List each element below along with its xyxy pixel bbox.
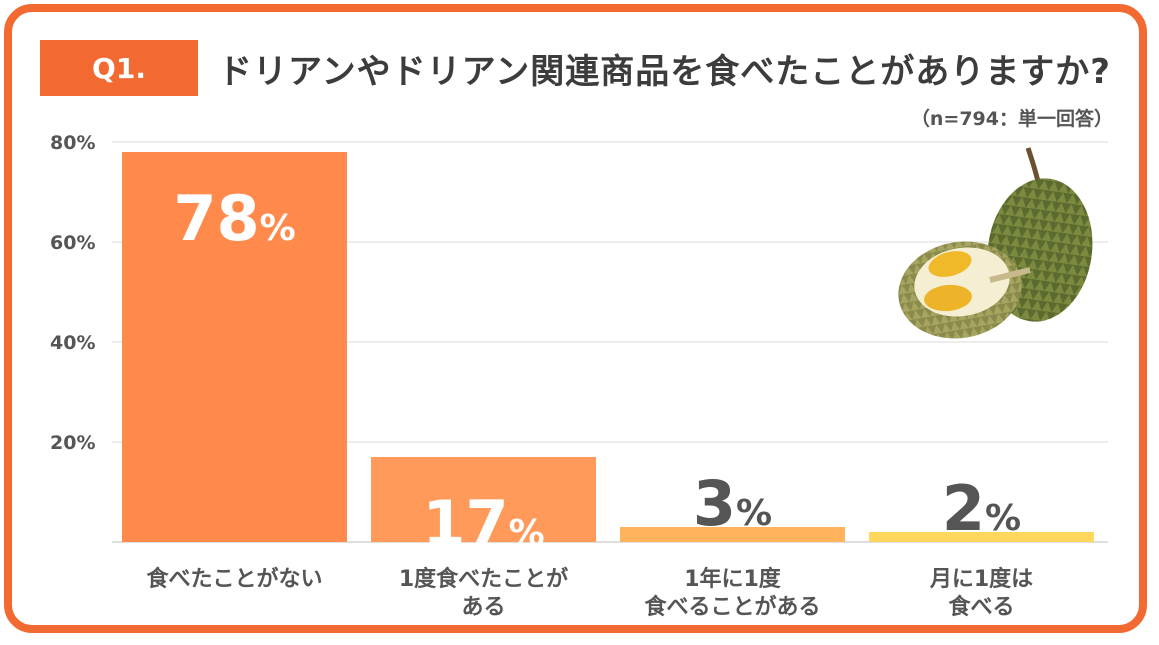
data-label-2: 3% xyxy=(693,467,772,540)
durian-illustration xyxy=(898,147,1093,339)
data-label-value-1: 17 xyxy=(422,487,508,560)
data-label-unit-3: % xyxy=(985,498,1021,539)
category-label-2-1: 食べることがある xyxy=(644,594,820,620)
category-label-1-0: 1度食べたことが xyxy=(399,566,568,592)
data-label-value-2: 3 xyxy=(693,467,736,540)
y-tick-label-1: 60% xyxy=(50,232,95,254)
data-label-unit-0: % xyxy=(260,208,296,249)
category-label-2-0: 1年に1度 xyxy=(684,566,782,592)
category-label-0-0: 食べたことがない xyxy=(146,566,322,592)
y-tick-label-2: 40% xyxy=(50,332,95,354)
question-badge: Q1. xyxy=(40,40,198,96)
data-label-value-3: 2 xyxy=(942,472,985,545)
question-title: ドリアンやドリアン関連商品を食べたことがありますか? xyxy=(218,52,1112,92)
category-label-1-1: ある xyxy=(461,595,505,620)
category-label-3-1: 食べる xyxy=(948,594,1014,620)
data-label-0: 78% xyxy=(173,182,295,255)
sample-note: （n=794：単一回答） xyxy=(910,108,1113,130)
data-label-value-0: 78 xyxy=(173,182,259,255)
bar-3 xyxy=(869,532,1094,542)
bar-0 xyxy=(122,152,347,542)
data-label-unit-1: % xyxy=(509,513,545,554)
y-tick-label-0: 80% xyxy=(50,132,95,154)
data-label-3: 2% xyxy=(942,472,1021,545)
bar-2 xyxy=(620,527,845,542)
category-label-3-0: 月に1度は xyxy=(929,566,1033,592)
y-tick-label-3: 20% xyxy=(50,432,95,454)
data-label-unit-2: % xyxy=(736,493,772,534)
bar-1 xyxy=(371,457,596,542)
data-label-1: 17% xyxy=(422,487,544,560)
bar-layer xyxy=(122,152,1094,542)
